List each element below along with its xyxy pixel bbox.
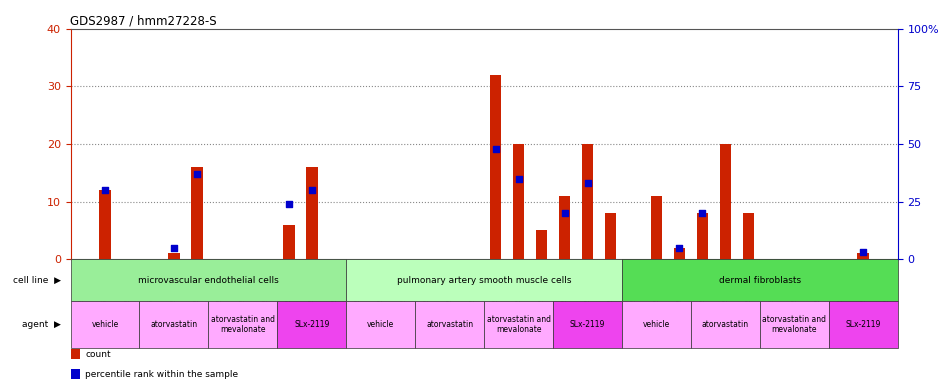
Point (695, 210, 710, 216)
Bar (306, 167, 318, 259)
Text: atorvastatin and
mevalonate: atorvastatin and mevalonate (211, 315, 274, 334)
Text: vehicle: vehicle (643, 320, 670, 329)
Bar (697, 213, 708, 259)
Text: GDS2987 / hmm27228-S: GDS2987 / hmm27228-S (70, 15, 217, 28)
Text: atorvastatin and
mevalonate: atorvastatin and mevalonate (487, 315, 551, 334)
Bar (558, 196, 571, 259)
Bar (168, 253, 180, 259)
Point (855, 249, 870, 255)
Bar (604, 213, 617, 259)
Bar (277, 301, 346, 348)
Point (557, 210, 572, 216)
Bar (650, 196, 662, 259)
Bar (720, 144, 731, 259)
Text: SLx-2119: SLx-2119 (294, 320, 329, 329)
Bar (513, 144, 525, 259)
Bar (70, 369, 81, 379)
Bar (490, 75, 501, 259)
Point (672, 245, 687, 251)
Bar (100, 190, 111, 259)
Text: pulmonary artery smooth muscle cells: pulmonary artery smooth muscle cells (397, 276, 572, 285)
Bar (553, 301, 622, 348)
Bar (70, 349, 81, 359)
Point (580, 180, 595, 186)
Bar (674, 248, 685, 259)
Bar (743, 213, 754, 259)
Text: vehicle: vehicle (368, 320, 394, 329)
Bar (70, 301, 139, 348)
Bar (829, 301, 898, 348)
Text: cell line  ▶: cell line ▶ (12, 276, 60, 285)
Point (305, 187, 320, 193)
Point (189, 171, 204, 177)
Text: atorvastatin: atorvastatin (150, 320, 197, 329)
Text: SLx-2119: SLx-2119 (846, 320, 881, 329)
Text: dermal fibroblasts: dermal fibroblasts (719, 276, 801, 285)
Text: count: count (86, 349, 111, 359)
Bar (536, 230, 547, 259)
Text: atorvastatin: atorvastatin (702, 320, 749, 329)
Point (166, 245, 181, 251)
Bar (283, 225, 294, 259)
Point (281, 201, 296, 207)
Bar (191, 167, 203, 259)
Bar (70, 259, 346, 301)
Text: SLx-2119: SLx-2119 (570, 320, 605, 329)
Bar (139, 301, 209, 348)
Text: atorvastatin: atorvastatin (426, 320, 473, 329)
Bar (622, 301, 691, 348)
Bar (760, 301, 829, 348)
Text: vehicle: vehicle (91, 320, 118, 329)
Bar (346, 301, 415, 348)
Bar (582, 144, 593, 259)
Bar (691, 301, 760, 348)
Bar (346, 259, 622, 301)
Point (488, 146, 503, 152)
Text: agent  ▶: agent ▶ (22, 320, 60, 329)
Text: microvascular endothelial cells: microvascular endothelial cells (138, 276, 279, 285)
Bar (484, 301, 553, 348)
Text: atorvastatin and
mevalonate: atorvastatin and mevalonate (762, 315, 826, 334)
Point (98, 187, 113, 193)
Bar (209, 301, 277, 348)
Bar (622, 259, 898, 301)
Point (511, 175, 526, 182)
Bar (415, 301, 484, 348)
Text: percentile rank within the sample: percentile rank within the sample (86, 370, 239, 379)
Bar (857, 253, 869, 259)
